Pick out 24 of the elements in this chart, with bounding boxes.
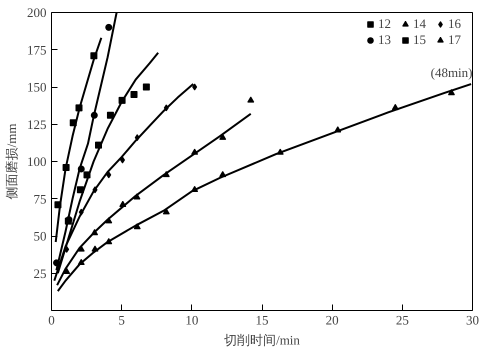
x-tick-label: 10 [185, 312, 198, 328]
legend-label: 16 [448, 16, 462, 32]
x-tick-label: 25 [396, 312, 409, 328]
y-tick-label: 125 [27, 116, 46, 132]
legend-label: 13 [378, 32, 392, 48]
legend-label: 12 [378, 16, 392, 32]
y-tick-label: 100 [27, 154, 46, 169]
y-tick-label: 50 [34, 228, 46, 244]
x-tick-label: 15 [256, 312, 268, 328]
annotation: (48min) [430, 65, 473, 80]
y-tick-label: 175 [27, 42, 46, 58]
y-axis-title: 侧面磨损/mm [4, 124, 19, 200]
y-tick-label: 150 [27, 80, 46, 94]
x-tick-label: 5 [118, 312, 125, 328]
y-tick-label: 25 [34, 266, 46, 281]
x-tick-label: 30 [466, 312, 479, 328]
y-tick-label: 200 [27, 5, 46, 20]
x-tick-label: 0 [48, 312, 55, 328]
legend-label: 14 [413, 16, 427, 32]
x-tick-label: 20 [326, 312, 339, 328]
x-axis-title: 切削时间/min [224, 332, 300, 348]
legend-label: 15 [413, 32, 427, 48]
legend-label: 17 [448, 32, 462, 48]
y-tick-label: 75 [34, 191, 46, 206]
